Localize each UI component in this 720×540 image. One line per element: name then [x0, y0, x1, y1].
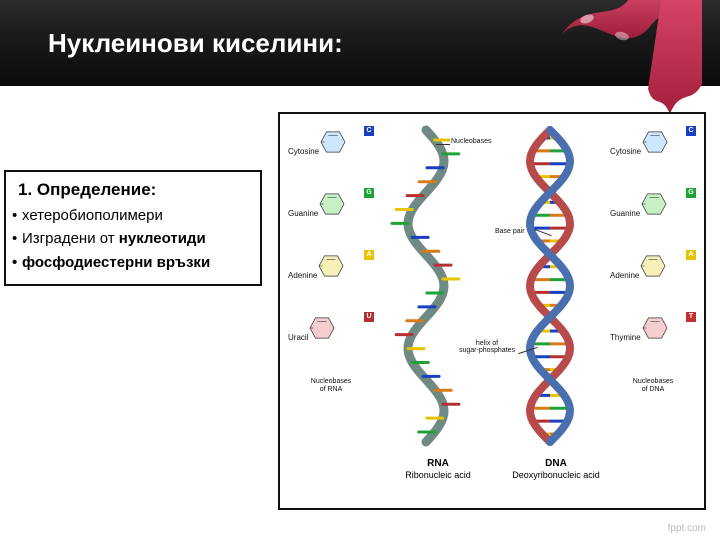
- base-column-footer: Nucleobases of RNA: [288, 378, 374, 395]
- definition-bullet: хетеробиополимери: [12, 204, 254, 227]
- base-adenine: AdenineA: [610, 250, 696, 312]
- definition-bullet: фосфодиестерни връзки: [12, 251, 254, 274]
- definition-list: хетеробиополимери Изградени от нуклеотид…: [12, 204, 254, 274]
- definition-bullet: Изградени от нуклеотиди: [12, 227, 254, 250]
- footer-brand: fppt.com: [668, 523, 706, 534]
- base-guanine: GuanineG: [288, 188, 374, 250]
- annot-line: [436, 144, 450, 145]
- base-column-footer: Nucleobases of DNA: [610, 378, 696, 395]
- page-title: Нуклеинови киселини:: [48, 28, 343, 59]
- definition-box: 1. Определение: хетеробиополимери Изград…: [4, 170, 262, 286]
- strand-area: Nucleobases Base pair helix of sugar-pho…: [378, 122, 608, 482]
- base-thymine: ThymineT: [610, 312, 696, 374]
- annot-nucleobases: Nucleobases: [450, 138, 492, 145]
- base-adenine: AdenineA: [288, 250, 374, 312]
- ribbon-decoration: [562, 0, 702, 124]
- base-guanine: GuanineG: [610, 188, 696, 250]
- helix-svg: [378, 122, 608, 462]
- base-cytosine: CytosineC: [288, 126, 374, 188]
- dna-label: DNA Deoxyribonucleic acid: [510, 458, 602, 480]
- annot-basepair: Base pair: [494, 228, 526, 235]
- nucleic-acid-diagram: CytosineCGuanineGAdenineAUracilUNucleoba…: [278, 112, 706, 510]
- rna-base-column: CytosineCGuanineGAdenineAUracilU Nucleoba…: [288, 126, 374, 395]
- base-uracil: UracilU: [288, 312, 374, 374]
- base-cytosine: CytosineC: [610, 126, 696, 188]
- annot-helix: helix of sugar-phosphates: [458, 340, 516, 354]
- slide-header: Нуклеинови киселини:: [0, 0, 720, 86]
- dna-base-column: CytosineCGuanineGAdenineAThymineT Nucleob…: [610, 126, 696, 395]
- definition-heading: 1. Определение:: [12, 180, 254, 200]
- rna-label: RNA Ribonucleic acid: [398, 458, 478, 480]
